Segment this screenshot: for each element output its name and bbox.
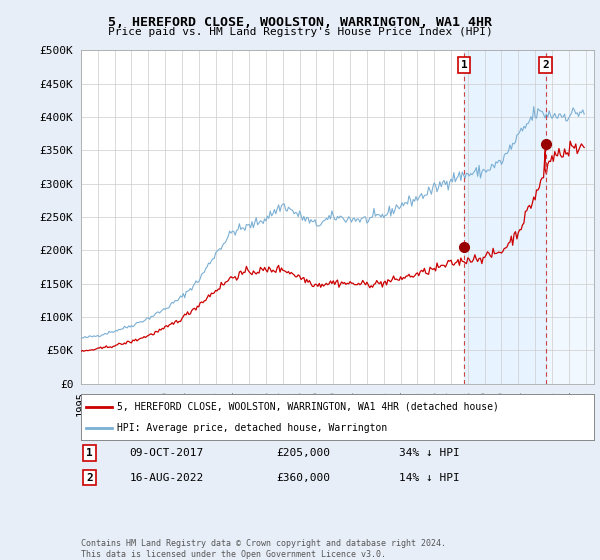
Text: 1: 1 <box>461 60 467 70</box>
Text: 2: 2 <box>542 60 549 70</box>
Text: 2: 2 <box>86 473 93 483</box>
Text: 09-OCT-2017: 09-OCT-2017 <box>130 448 204 458</box>
Bar <box>545 50 594 384</box>
Text: 5, HEREFORD CLOSE, WOOLSTON, WARRINGTON, WA1 4HR: 5, HEREFORD CLOSE, WOOLSTON, WARRINGTON,… <box>108 16 492 29</box>
Text: Contains HM Land Registry data © Crown copyright and database right 2024.
This d: Contains HM Land Registry data © Crown c… <box>81 539 446 559</box>
Text: HPI: Average price, detached house, Warrington: HPI: Average price, detached house, Warr… <box>117 423 387 433</box>
Text: 1: 1 <box>86 448 93 458</box>
Text: 34% ↓ HPI: 34% ↓ HPI <box>399 448 460 458</box>
Text: £360,000: £360,000 <box>276 473 330 483</box>
Text: 14% ↓ HPI: 14% ↓ HPI <box>399 473 460 483</box>
Text: Price paid vs. HM Land Registry's House Price Index (HPI): Price paid vs. HM Land Registry's House … <box>107 27 493 37</box>
Text: £205,000: £205,000 <box>276 448 330 458</box>
Text: 16-AUG-2022: 16-AUG-2022 <box>130 473 204 483</box>
Text: 5, HEREFORD CLOSE, WOOLSTON, WARRINGTON, WA1 4HR (detached house): 5, HEREFORD CLOSE, WOOLSTON, WARRINGTON,… <box>117 402 499 412</box>
Bar <box>464 50 545 384</box>
